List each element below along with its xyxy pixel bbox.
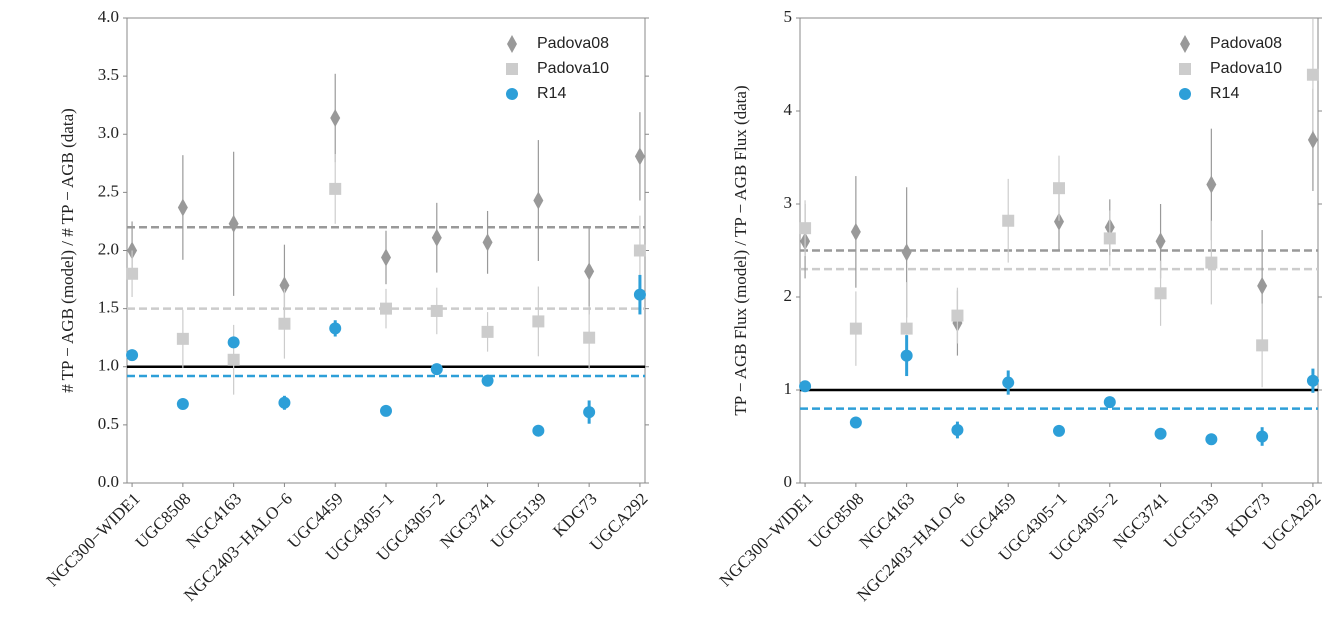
- y-tick-label: 4.0: [98, 7, 119, 26]
- point: [278, 317, 291, 330]
- point: [1206, 175, 1217, 194]
- point: [1002, 376, 1015, 389]
- point: [849, 322, 862, 335]
- point: [482, 233, 493, 252]
- point: [279, 276, 290, 295]
- point: [1256, 430, 1269, 443]
- point: [799, 222, 812, 235]
- x-tick-label: UGC5139: [487, 489, 550, 552]
- point: [583, 331, 596, 344]
- legend-label: R14: [1210, 85, 1239, 102]
- point: [1179, 88, 1191, 100]
- y-tick-label: 1.5: [98, 298, 119, 317]
- point: [1306, 374, 1319, 387]
- y-tick-label: 1.0: [98, 356, 119, 375]
- y-tick-label: 0: [784, 472, 793, 491]
- point: [1053, 424, 1065, 437]
- point: [583, 406, 596, 419]
- point: [532, 315, 545, 328]
- point: [430, 363, 443, 376]
- y-tick-label: 2.0: [98, 239, 119, 258]
- legend-label: Padova08: [537, 35, 609, 52]
- y-tick-label: 0.0: [98, 472, 119, 491]
- point: [849, 416, 862, 429]
- point: [227, 353, 240, 366]
- y-axis-label: # TP − AGB (model) / # TP − AGB (data): [58, 108, 77, 393]
- point: [1179, 63, 1191, 75]
- point: [1002, 214, 1015, 227]
- legend-label: Padova08: [1210, 35, 1282, 52]
- point: [126, 267, 139, 280]
- point: [227, 336, 240, 349]
- point: [278, 396, 291, 409]
- point: [380, 302, 392, 315]
- y-tick-label: 5: [784, 7, 793, 26]
- y-tick-label: 3.5: [98, 65, 119, 84]
- y-tick-label: 1: [784, 379, 793, 398]
- y-axis-label: TP − AGB Flux (model) / TP − AGB Flux (d…: [731, 85, 750, 415]
- x-tick-label: NGC300−WIDE1: [43, 489, 144, 590]
- point: [1307, 130, 1318, 149]
- legend-label: R14: [537, 85, 566, 102]
- point: [1103, 396, 1116, 409]
- point: [1054, 212, 1064, 231]
- point: [1306, 68, 1319, 81]
- point: [1154, 287, 1167, 300]
- point: [584, 262, 595, 281]
- point: [951, 423, 964, 436]
- point: [532, 424, 545, 437]
- point: [1205, 256, 1218, 269]
- point: [126, 349, 139, 362]
- legend-label: Padova10: [1210, 60, 1282, 77]
- y-tick-label: 4: [784, 100, 793, 119]
- point: [799, 380, 812, 393]
- point: [380, 404, 392, 417]
- point: [431, 228, 442, 247]
- point: [481, 374, 494, 387]
- y-tick-label: 0.5: [98, 414, 119, 433]
- point: [1256, 339, 1269, 352]
- y-tick-label: 3.0: [98, 123, 119, 142]
- point: [900, 322, 913, 335]
- point: [1257, 276, 1268, 295]
- point: [1053, 182, 1065, 195]
- point: [430, 304, 443, 317]
- point: [901, 243, 912, 262]
- point: [1180, 35, 1190, 53]
- point: [1154, 427, 1167, 440]
- point: [176, 332, 189, 345]
- y-tick-label: 2.5: [98, 181, 119, 200]
- point: [228, 214, 239, 233]
- point: [634, 147, 645, 166]
- point: [507, 35, 517, 53]
- point: [381, 248, 391, 267]
- point: [329, 322, 342, 335]
- point: [1205, 433, 1218, 446]
- point: [481, 325, 494, 338]
- point: [633, 288, 646, 301]
- point: [1103, 232, 1116, 245]
- x-tick-label: NGC300−WIDE1: [716, 489, 817, 590]
- point: [900, 349, 913, 362]
- point: [177, 198, 188, 217]
- point: [330, 108, 341, 127]
- point: [951, 309, 964, 322]
- point: [633, 244, 646, 257]
- point: [850, 222, 861, 241]
- x-tick-label: UGC5139: [1160, 489, 1223, 552]
- point: [506, 88, 518, 100]
- point: [329, 182, 342, 195]
- point: [176, 397, 189, 410]
- y-tick-label: 3: [784, 193, 793, 212]
- point: [533, 191, 544, 210]
- y-tick-label: 2: [784, 286, 793, 305]
- legend-label: Padova10: [537, 60, 609, 77]
- point: [1155, 232, 1166, 251]
- point: [506, 63, 518, 75]
